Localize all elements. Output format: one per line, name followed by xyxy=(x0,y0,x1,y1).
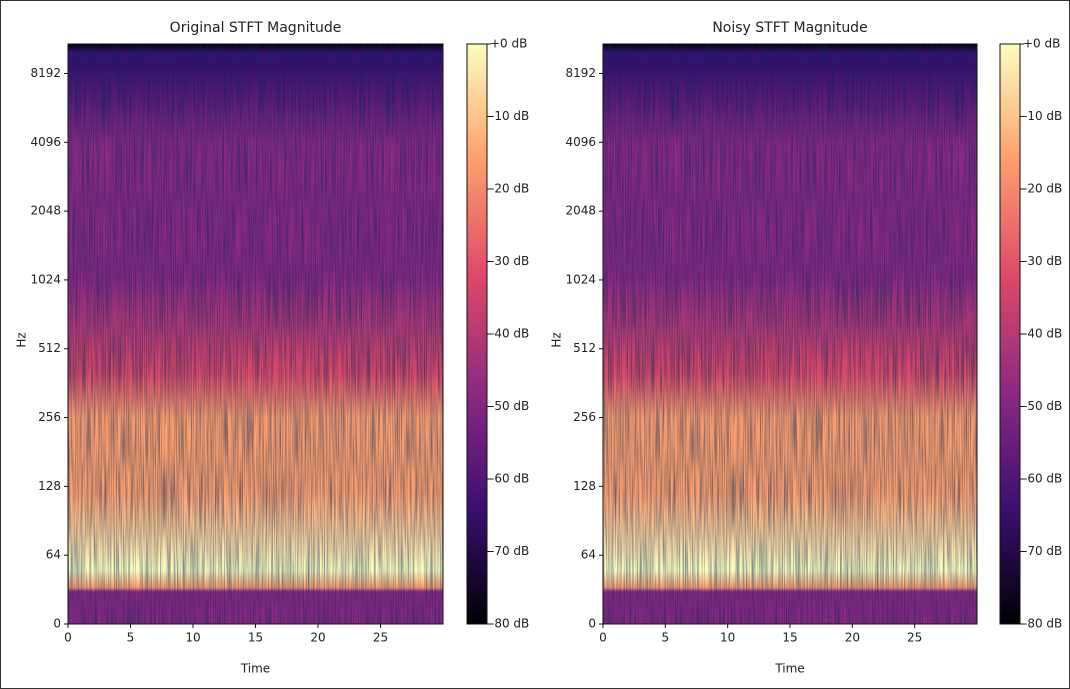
colorbar-tick-label: +0 dB xyxy=(1023,37,1060,51)
x-tick-label: 25 xyxy=(373,631,388,645)
colorbar-tick-label: -70 dB xyxy=(1023,544,1062,558)
x-tick-label: 25 xyxy=(907,631,922,645)
colorbar-tick-label: -50 dB xyxy=(1023,399,1062,413)
y-tick-label: 2048 xyxy=(30,204,61,218)
colorbar-tick-label: -60 dB xyxy=(490,472,529,486)
colorbar-tick-label: -10 dB xyxy=(1023,109,1062,123)
x-tick-label: 10 xyxy=(185,631,200,645)
x-tick-label: 5 xyxy=(127,631,135,645)
colorbar-tick-label: -40 dB xyxy=(1023,327,1062,341)
y-tick-label: 64 xyxy=(46,548,61,562)
chart-title: Original STFT Magnitude xyxy=(170,20,342,36)
y-tick-label: 0 xyxy=(53,617,61,631)
colorbar-tick-label: -60 dB xyxy=(1023,472,1062,486)
x-axis-label: Time xyxy=(240,662,270,676)
y-tick-label: 8192 xyxy=(30,66,61,80)
colorbar-tick-label: -80 dB xyxy=(1023,617,1062,631)
colorbar-tick-label: -10 dB xyxy=(490,109,529,123)
x-tick-label: 15 xyxy=(782,631,797,645)
y-tick-label: 4096 xyxy=(565,135,596,149)
x-tick-label: 20 xyxy=(310,631,325,645)
x-tick-label: 10 xyxy=(720,631,735,645)
colorbar-tick-label: -30 dB xyxy=(490,254,529,268)
y-axis-label: Hz xyxy=(550,332,564,347)
colorbar-tick-label: +0 dB xyxy=(490,37,527,51)
y-axis-label: Hz xyxy=(15,332,29,347)
colorbar xyxy=(467,44,487,624)
y-tick-label: 8192 xyxy=(565,66,596,80)
x-tick-label: 15 xyxy=(248,631,263,645)
colorbar-tick-label: -70 dB xyxy=(490,544,529,558)
y-tick-label: 0 xyxy=(588,617,596,631)
y-tick-label: 128 xyxy=(38,479,61,493)
colorbar-tick-label: -30 dB xyxy=(1023,254,1062,268)
y-tick-label: 64 xyxy=(581,548,596,562)
colorbar-tick-label: -20 dB xyxy=(1023,182,1062,196)
x-axis-label: Time xyxy=(774,662,804,676)
spectrogram-texture xyxy=(68,44,443,624)
spectrogram-texture xyxy=(603,44,977,624)
y-tick-label: 256 xyxy=(38,410,61,424)
colorbar-tick-label: -50 dB xyxy=(490,399,529,413)
y-tick-label: 2048 xyxy=(565,204,596,218)
y-tick-label: 512 xyxy=(38,341,61,355)
colorbar-tick-label: -40 dB xyxy=(490,327,529,341)
x-tick-label: 0 xyxy=(64,631,72,645)
y-tick-label: 512 xyxy=(573,341,596,355)
y-tick-label: 1024 xyxy=(565,272,596,286)
colorbar-tick-label: -20 dB xyxy=(490,182,529,196)
x-tick-label: 0 xyxy=(599,631,607,645)
y-tick-label: 256 xyxy=(573,410,596,424)
x-tick-label: 20 xyxy=(845,631,860,645)
colorbar xyxy=(1000,44,1020,624)
y-tick-label: 128 xyxy=(573,479,596,493)
colorbar-tick-label: -80 dB xyxy=(490,617,529,631)
y-tick-label: 4096 xyxy=(30,135,61,149)
chart-title: Noisy STFT Magnitude xyxy=(712,20,867,36)
x-tick-label: 5 xyxy=(662,631,670,645)
y-tick-label: 1024 xyxy=(30,272,61,286)
